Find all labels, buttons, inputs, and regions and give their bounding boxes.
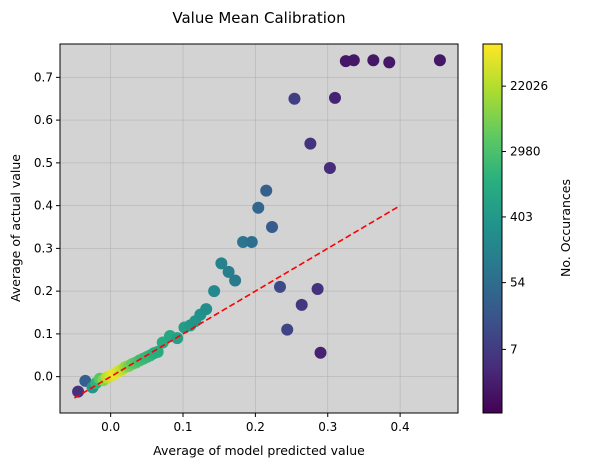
scatter-point [72,385,85,398]
scatter-point [295,298,308,311]
plot-area [60,44,458,413]
colorbar-tick-label: 22026 [510,79,548,93]
colorbar-tick-label: 403 [510,210,533,224]
y-tick-label: 0.6 [34,113,53,127]
x-axis-ticks: 0.0 0.1 0.2 0.3 0.4 [101,413,410,434]
scatter-point [383,56,396,69]
scatter-point [288,92,301,105]
scatter-point [281,323,294,336]
colorbar-label: No. Occurances [558,179,573,277]
scatter-points [72,54,446,398]
colorbar-tick-label: 2980 [510,145,541,159]
y-axis-ticks: 0.0 0.1 0.2 0.3 0.4 0.5 0.6 0.7 [34,70,60,384]
y-axis-label: Average of actual value [8,154,23,302]
y-tick-label: 0.7 [34,70,53,84]
y-tick-label: 0.1 [34,327,53,341]
y-tick-label: 0.4 [34,199,53,213]
scatter-point [245,235,258,248]
x-tick-label: 0.3 [318,420,337,434]
x-tick-label: 0.1 [173,420,192,434]
colorbar [482,43,503,414]
scatter-point [237,235,250,248]
scatter-point [151,345,164,358]
reference-line [74,204,401,399]
scatter-point [222,265,235,278]
scatter-point [314,346,327,359]
y-tick-label: 0.0 [34,370,53,384]
plot-frame [59,43,459,414]
scatter-point [208,285,221,298]
scatter-point [323,161,336,174]
scatter-point [347,54,360,67]
colorbar-tick-label: 7 [510,342,518,356]
x-tick-label: 0.4 [391,420,410,434]
x-tick-label: 0.2 [246,420,265,434]
y-tick-label: 0.3 [34,241,53,255]
scatter-point [328,91,341,104]
scatter-point [311,283,324,296]
y-tick-label: 0.2 [34,284,53,298]
scatter-point [433,54,446,67]
scatter-point [273,280,286,293]
x-tick-label: 0.0 [101,420,120,434]
chart-title: Value Mean Calibration [172,9,345,27]
x-axis-label: Average of model predicted value [153,443,365,458]
scatter-point [200,303,213,316]
scatter-point [367,54,380,67]
colorbar-tick-label: 54 [510,276,525,290]
scatter-point [252,201,265,214]
scatter-point [260,184,273,197]
scatter-point [229,274,242,287]
y-tick-label: 0.5 [34,156,53,170]
scatter-point [215,257,228,270]
grid-lines [60,44,458,413]
scatter-point [304,137,317,150]
scatter-point [266,221,279,234]
colorbar-ticks: 7 54 403 2980 22026 [502,79,548,356]
